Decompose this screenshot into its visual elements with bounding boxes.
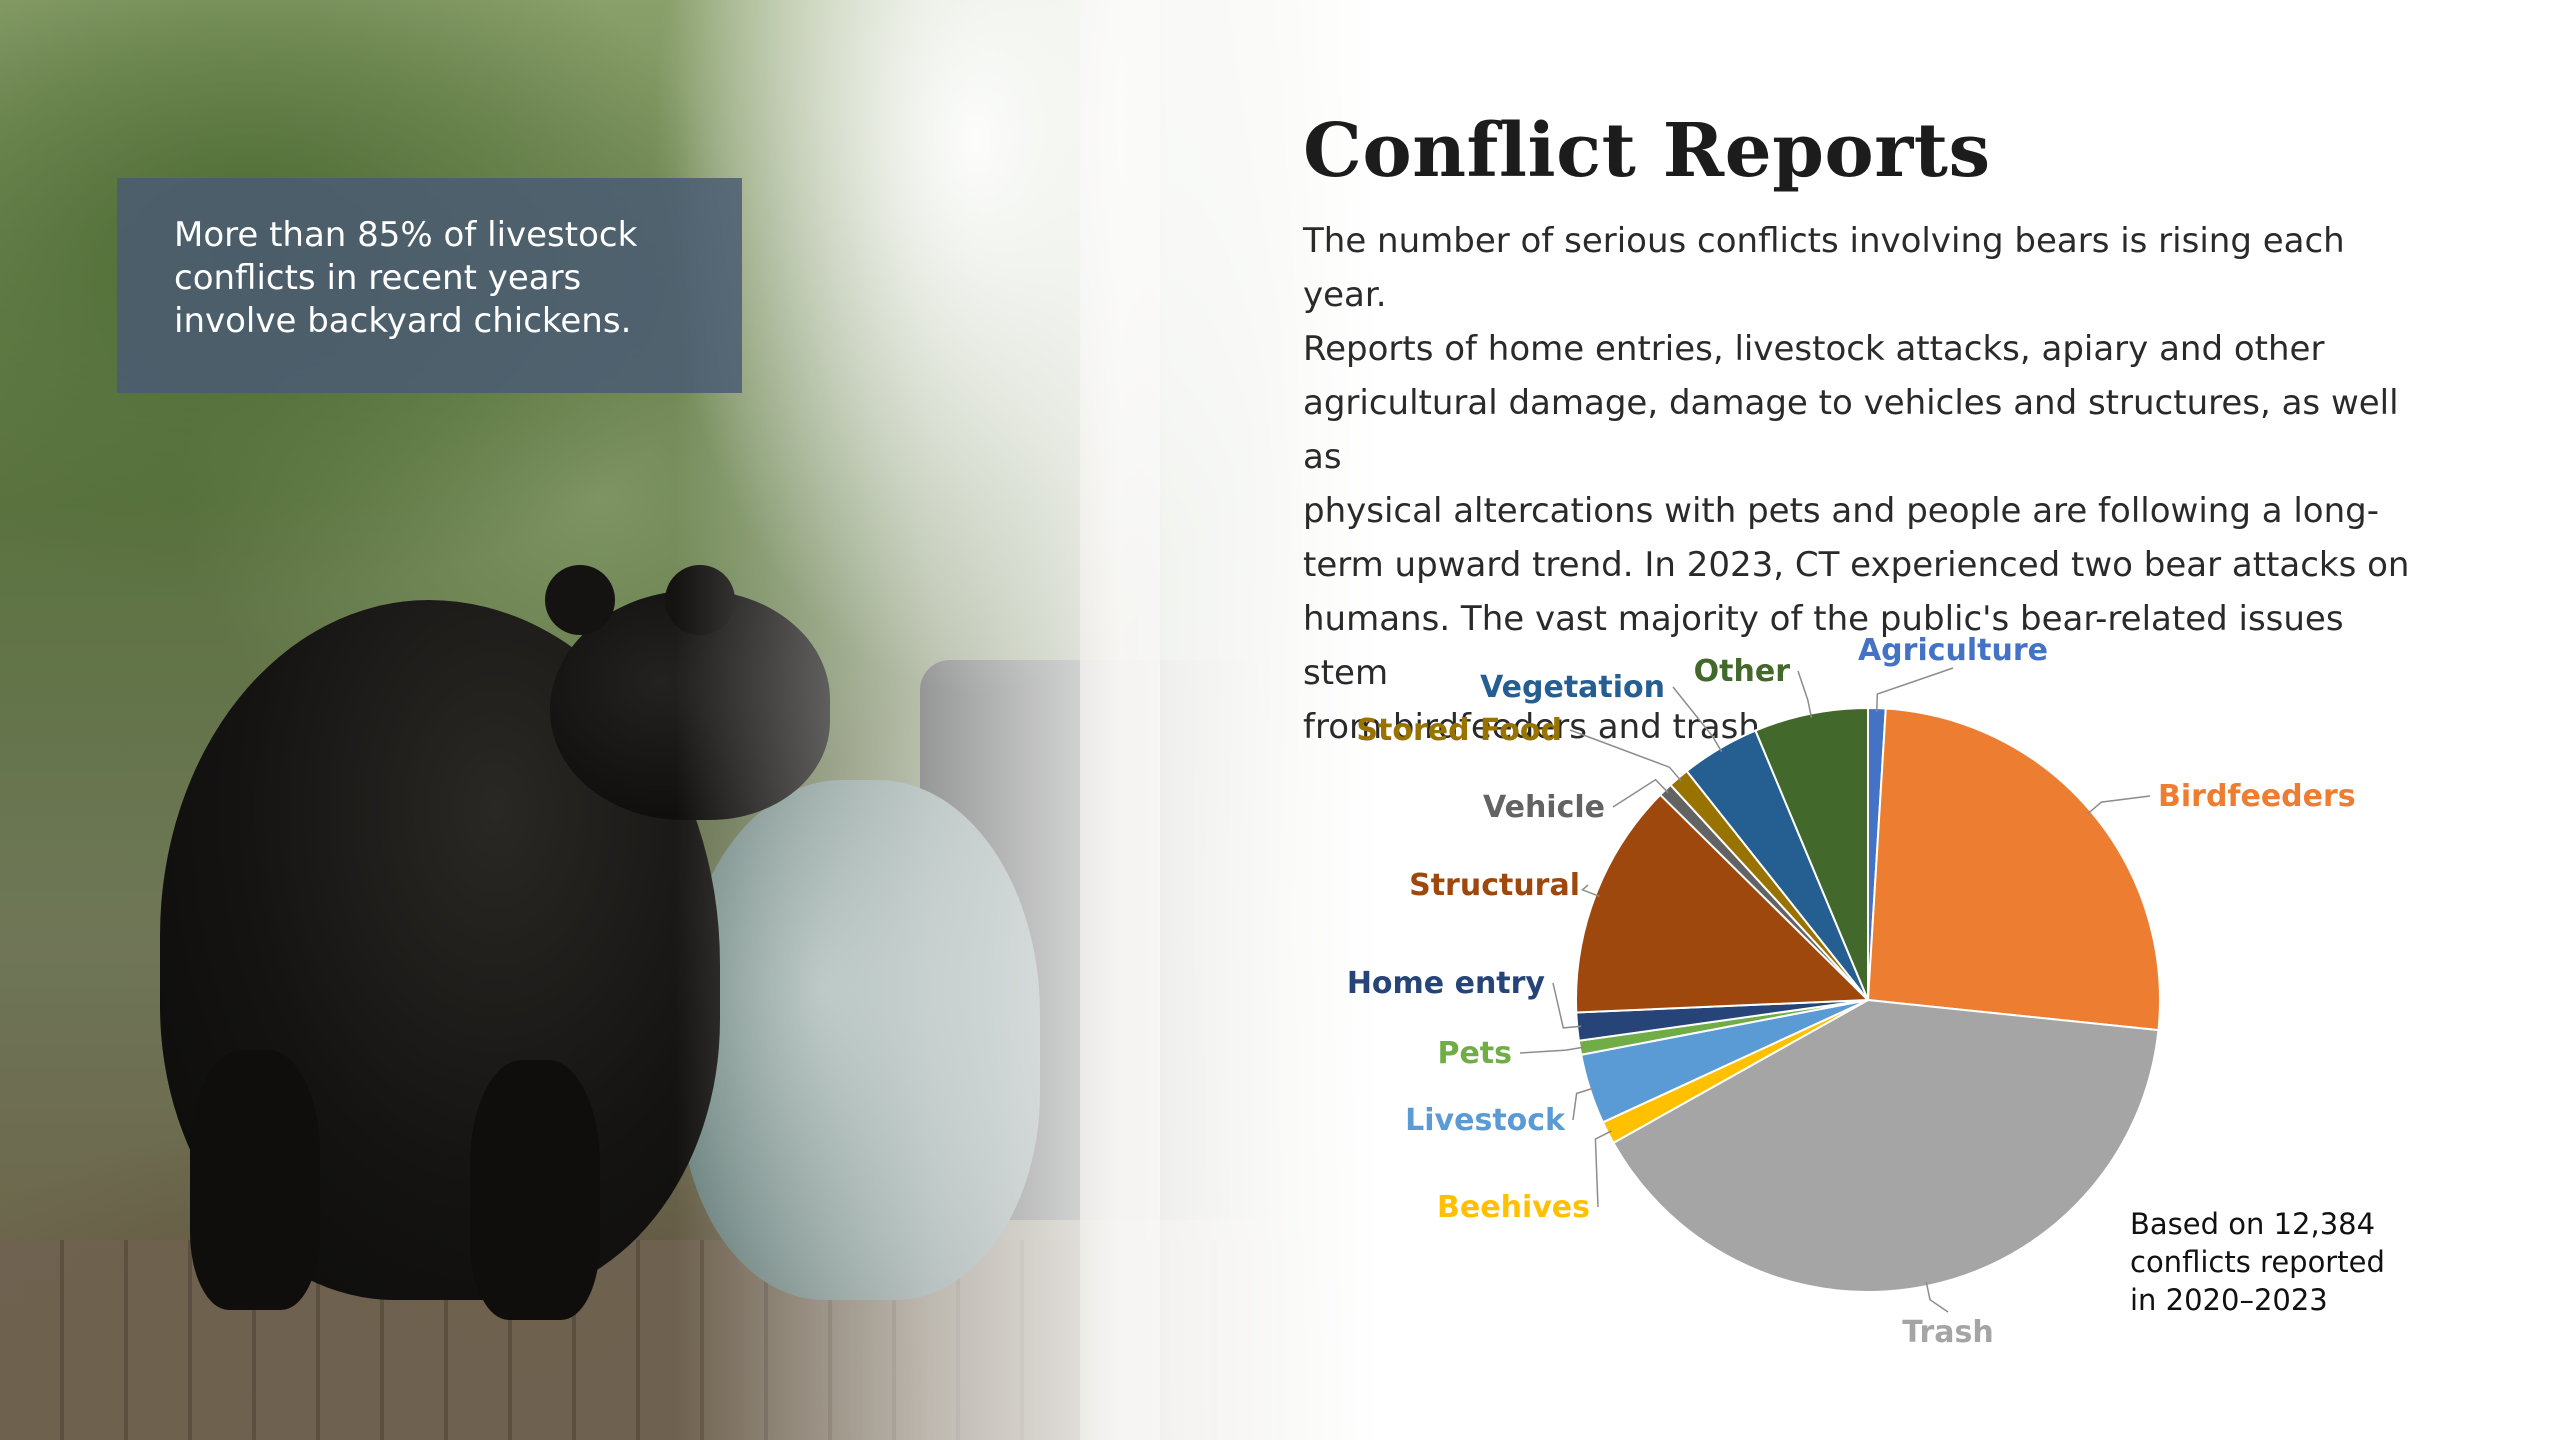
leader-line-home-entry bbox=[1552, 982, 1582, 1029]
bear-photo bbox=[0, 0, 1500, 1440]
slice-label-pets: Pets bbox=[1437, 1036, 1512, 1071]
body-paragraph: The number of serious conflicts involvin… bbox=[1303, 214, 2433, 754]
body-line: Reports of home entries, livestock attac… bbox=[1303, 329, 2325, 369]
slice-label-beehives: Beehives bbox=[1437, 1190, 1590, 1225]
slice-label-vegetation: Vegetation bbox=[1480, 670, 1665, 705]
slice-labels: Agriculture Birdfeeders Trash Beehives Lives… bbox=[1347, 633, 2356, 1350]
caption-box: More than 85% of livestock conflicts in … bbox=[117, 178, 742, 393]
leader-line-birdfeeders bbox=[2087, 795, 2151, 815]
leader-line-structural bbox=[1581, 884, 1600, 897]
leader-line-vehicle bbox=[1612, 778, 1669, 808]
slice-label-vehicle: Vehicle bbox=[1483, 790, 1605, 825]
slice-label-stored-food: Stored Food bbox=[1356, 713, 1562, 748]
slice-label-structural: Structural bbox=[1409, 868, 1580, 903]
body-line: term upward trend. In 2023, CT experienc… bbox=[1303, 545, 2410, 585]
body-line: humans. The vast majority of the public'… bbox=[1303, 599, 2344, 693]
caption-line: conflicts in recent years bbox=[174, 258, 582, 298]
slice-label-birdfeeders: Birdfeeders bbox=[2158, 779, 2356, 814]
leader-line-beehives bbox=[1594, 1130, 1612, 1208]
body-line: The number of serious conflicts involvin… bbox=[1303, 221, 2345, 315]
leader-line-pets bbox=[1519, 1046, 1585, 1054]
slice-label-livestock: Livestock bbox=[1405, 1103, 1566, 1138]
leader-line-trash bbox=[1925, 1281, 1949, 1313]
leader-line-stored-food bbox=[1569, 729, 1682, 782]
page-title: Conflict Reports bbox=[1303, 108, 1991, 194]
slice-label-agriculture: Agriculture bbox=[1858, 633, 2048, 668]
caption-line: More than 85% of livestock bbox=[174, 215, 638, 255]
slice-label-other: Other bbox=[1694, 654, 1791, 689]
note-line: in 2020–2023 bbox=[2130, 1283, 2328, 1317]
caption-text: More than 85% of livestock conflicts in … bbox=[174, 214, 685, 343]
leader-lines bbox=[1519, 667, 2151, 1313]
body-line: from birdfeeders and trash. bbox=[1303, 707, 1771, 747]
body-line: physical altercations with pets and peop… bbox=[1303, 491, 2379, 531]
leader-line-agriculture bbox=[1876, 667, 1954, 713]
leader-line-other bbox=[1797, 670, 1813, 718]
leader-line-livestock bbox=[1572, 1087, 1595, 1121]
body-line: agricultural damage, damage to vehicles … bbox=[1303, 383, 2399, 477]
leader-line-vegetation bbox=[1672, 686, 1723, 753]
slice-label-trash: Trash bbox=[1902, 1315, 1993, 1350]
note-line: conflicts reported bbox=[2130, 1245, 2385, 1279]
note-line: Based on 12,384 bbox=[2130, 1207, 2376, 1241]
pie-slices bbox=[1575, 706, 2161, 1293]
caption-line: involve backyard chickens. bbox=[174, 301, 632, 341]
chart-note: Based on 12,384 conflicts reported in 20… bbox=[2130, 1205, 2430, 1319]
slice-label-home-entry: Home entry bbox=[1347, 966, 1546, 1001]
pie-slice-birdfeeders bbox=[1866, 707, 2161, 1032]
